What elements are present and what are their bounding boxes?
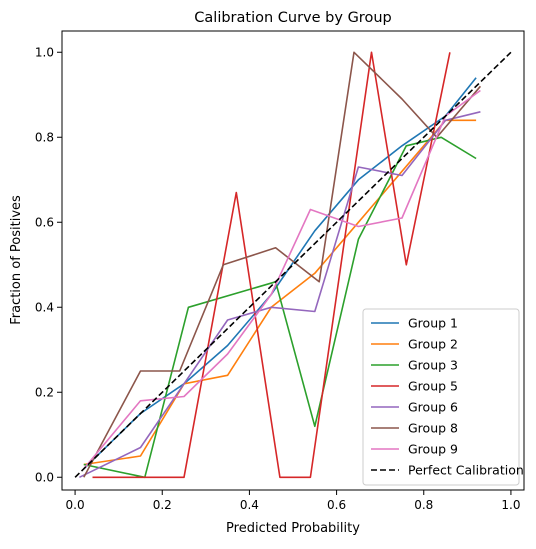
x-tick-label: 0.4 (240, 498, 259, 512)
legend-label-group-9: Group 9 (408, 442, 458, 457)
y-tick-label: 0.6 (35, 215, 54, 229)
legend-label-group-3: Group 3 (408, 358, 458, 373)
x-tick-label: 0.8 (414, 498, 433, 512)
legend-label-group-8: Group 8 (408, 421, 458, 436)
x-tick-label: 0.2 (153, 498, 172, 512)
chart-title: Calibration Curve by Group (194, 10, 391, 26)
y-axis-label: Fraction of Positives (9, 195, 24, 325)
y-tick-label: 0.2 (35, 385, 54, 399)
legend: Group 1 Group 2 Group 3 Group 5 Group 6 Group… (363, 309, 524, 485)
legend-label-group-2: Group 2 (408, 337, 458, 352)
y-tick-label: 0.0 (35, 470, 54, 484)
x-tick-label: 0.0 (66, 498, 85, 512)
x-tick-label: 1.0 (501, 498, 520, 512)
x-tick-label: 0.6 (327, 498, 346, 512)
legend-label-group-1: Group 1 (408, 316, 458, 331)
legend-label-group-5: Group 5 (408, 379, 458, 394)
legend-label-perfect-calibration: Perfect Calibration (408, 463, 524, 478)
x-axis-label: Predicted Probability (226, 521, 360, 536)
y-tick-label: 0.8 (35, 130, 54, 144)
y-tick-label: 1.0 (35, 45, 54, 59)
legend-box (363, 309, 519, 485)
legend-label-group-6: Group 6 (408, 400, 458, 415)
y-tick-label: 0.4 (35, 300, 54, 314)
